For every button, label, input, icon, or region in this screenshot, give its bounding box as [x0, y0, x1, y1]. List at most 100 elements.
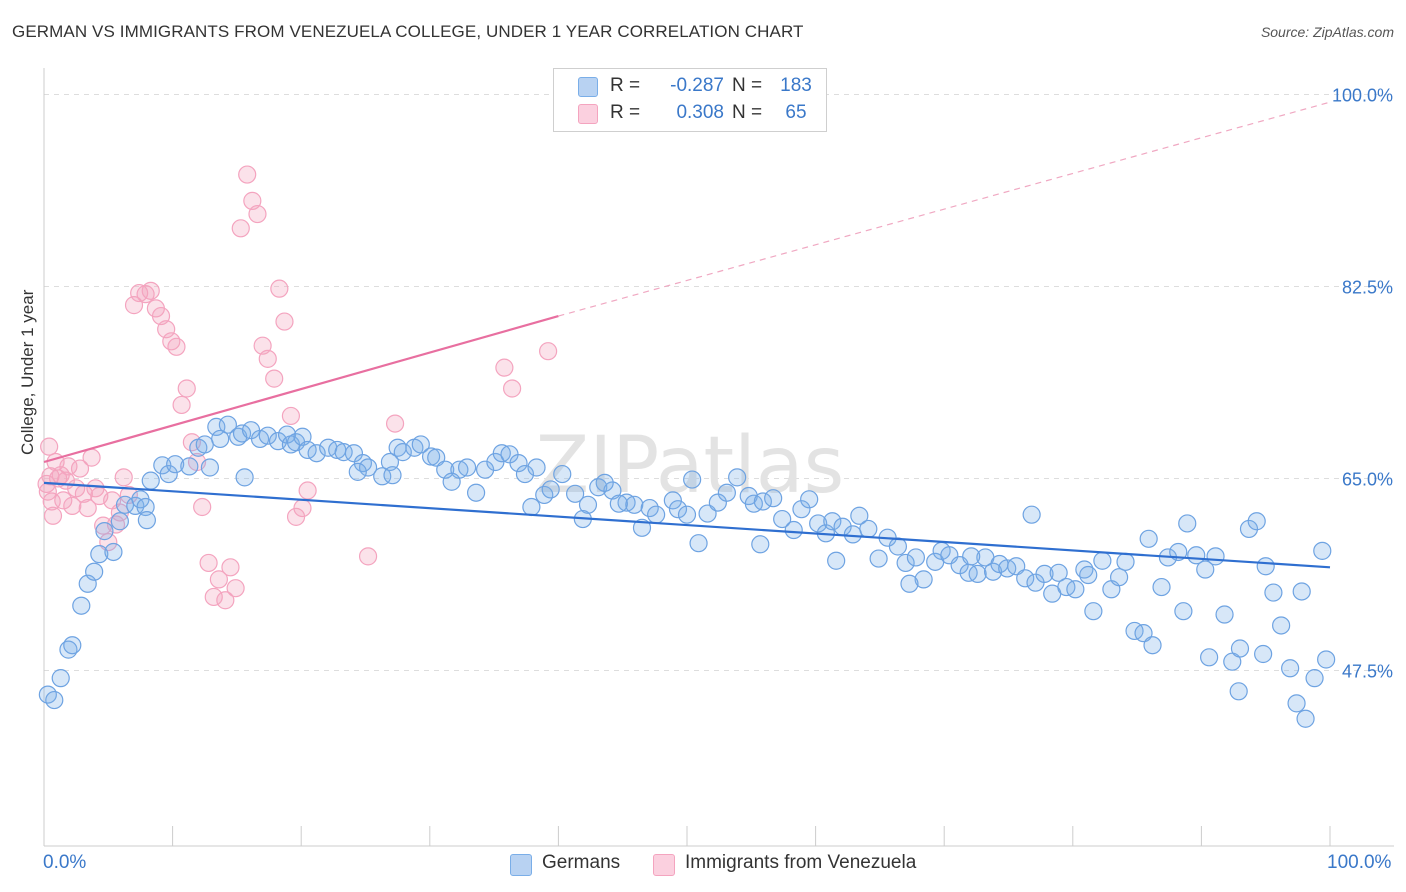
venezuela-point [59, 457, 78, 476]
venezuela-point [265, 369, 284, 388]
x-tick-max: 100.0% [1327, 852, 1392, 873]
german-point [1066, 580, 1085, 599]
german-point [1305, 669, 1324, 688]
venezuela-point [78, 498, 97, 518]
german-point [553, 464, 572, 484]
german-point [166, 455, 185, 474]
venezuela-trend-extension [558, 101, 1331, 317]
german-point [466, 483, 486, 502]
german-point [1254, 644, 1273, 664]
german-point [677, 505, 697, 524]
source-label: Source: ZipAtlas.com [1260, 24, 1394, 40]
german-point [1200, 648, 1219, 667]
venezuela-point [270, 279, 289, 298]
venezuela-point [136, 285, 155, 304]
trend-lines [43, 101, 1331, 569]
venezuela-point [40, 437, 59, 456]
german-point [358, 458, 378, 477]
legend-n-value: 183 [780, 75, 812, 96]
german-point [1178, 514, 1197, 533]
german-point [809, 514, 828, 533]
german-point [95, 522, 114, 541]
german-point [427, 448, 446, 467]
german-point [1317, 650, 1336, 669]
german-point [609, 494, 628, 513]
german-point [1247, 512, 1266, 531]
german-point [1016, 569, 1035, 588]
german-point [1264, 583, 1283, 602]
german-point [137, 511, 156, 530]
venezuela-point [43, 506, 63, 525]
german-point [1139, 529, 1158, 548]
bottom-legend-swatch-venezuela [653, 854, 675, 876]
german-point [1229, 682, 1248, 701]
venezuela-point [157, 320, 176, 339]
german-point [751, 535, 770, 554]
legend-n-value: 65 [785, 102, 807, 123]
german-point [827, 551, 846, 570]
german-point [1239, 519, 1259, 539]
german-point [1215, 605, 1234, 624]
venezuela-point [119, 485, 138, 505]
german-point [72, 596, 91, 615]
y-tick-label: 82.5% [1342, 277, 1393, 297]
venezuela-point [124, 296, 144, 315]
german-point [792, 500, 811, 519]
german-point [1196, 560, 1215, 579]
x-tick-min: 0.0% [43, 852, 87, 873]
legend-r-label: R = [610, 75, 641, 96]
venezuela-point [130, 283, 149, 303]
legend-n-label: N = [732, 75, 763, 96]
german-point [900, 574, 919, 593]
german-point [753, 492, 772, 511]
german-point [850, 506, 869, 525]
venezuela-point [216, 591, 235, 610]
venezuela-point [204, 587, 223, 607]
venezuela-point [358, 547, 378, 566]
grid-lines [44, 93, 1394, 671]
german-point [1206, 547, 1225, 566]
german-point [90, 545, 109, 564]
german-point [475, 460, 495, 479]
venezuela-point [238, 165, 257, 184]
german-point [442, 472, 461, 491]
german-point [85, 562, 104, 581]
german-point [348, 462, 367, 481]
y-tick-label: 65.0% [1342, 469, 1393, 489]
german-point [1022, 505, 1041, 524]
y-tick-labels: 47.5% 65.0% 82.5% 100.0% [1332, 85, 1393, 681]
german-point [683, 470, 702, 489]
german-point [728, 468, 747, 487]
german-point [527, 458, 546, 477]
german-point [595, 473, 614, 492]
legend-swatch-germans [578, 77, 598, 97]
german-point [566, 484, 585, 503]
german-point [1049, 563, 1068, 582]
axes [43, 68, 1394, 847]
german-point [1296, 709, 1315, 728]
german-point [1134, 624, 1153, 643]
german-point [1109, 568, 1129, 587]
german-point [207, 417, 226, 436]
german-point [1174, 602, 1193, 621]
german-point [136, 497, 155, 517]
venezuela-point [82, 448, 101, 467]
venezuela-points [37, 165, 558, 610]
venezuela-point [258, 349, 277, 368]
german-point [1093, 551, 1112, 570]
venezuela-point [539, 342, 558, 361]
german-point [708, 493, 727, 512]
venezuela-point [99, 532, 118, 552]
german-point [625, 495, 644, 514]
german-point [45, 690, 64, 710]
legend-n-label: N = [732, 102, 763, 123]
bottom-legend-label-germans: Germans [542, 852, 621, 873]
german-point [823, 512, 842, 531]
legend-r-value: 0.308 [676, 102, 724, 123]
german-point [200, 458, 219, 477]
german-point [1079, 565, 1098, 585]
y-axis-label: College, Under 1 year [18, 289, 37, 455]
german-point [522, 497, 541, 517]
venezuela-point [114, 468, 133, 487]
